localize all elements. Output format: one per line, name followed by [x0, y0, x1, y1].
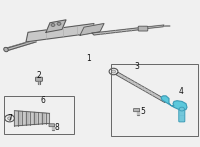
Polygon shape — [14, 111, 18, 126]
FancyBboxPatch shape — [179, 109, 185, 122]
Polygon shape — [116, 72, 167, 103]
Polygon shape — [161, 96, 187, 110]
Polygon shape — [22, 111, 26, 125]
Polygon shape — [38, 81, 40, 84]
Circle shape — [112, 70, 116, 73]
Circle shape — [57, 22, 61, 25]
Text: 8: 8 — [55, 123, 59, 132]
Text: 6: 6 — [41, 96, 45, 105]
FancyBboxPatch shape — [49, 124, 55, 127]
FancyBboxPatch shape — [138, 26, 148, 31]
Ellipse shape — [4, 47, 8, 52]
Polygon shape — [18, 111, 22, 126]
Polygon shape — [46, 113, 49, 124]
Polygon shape — [137, 111, 139, 115]
Polygon shape — [80, 24, 104, 35]
Text: 7: 7 — [8, 114, 12, 123]
Polygon shape — [6, 40, 36, 51]
Polygon shape — [42, 113, 46, 124]
FancyBboxPatch shape — [36, 77, 42, 81]
Text: 3: 3 — [135, 62, 139, 71]
Polygon shape — [52, 126, 54, 130]
Polygon shape — [26, 112, 30, 125]
Polygon shape — [143, 25, 164, 29]
Polygon shape — [34, 112, 38, 125]
Polygon shape — [46, 20, 66, 32]
Text: 4: 4 — [179, 87, 183, 96]
Polygon shape — [38, 112, 42, 124]
Circle shape — [8, 117, 12, 120]
FancyBboxPatch shape — [134, 108, 140, 112]
Bar — [4, 96, 74, 134]
Polygon shape — [26, 24, 94, 42]
Polygon shape — [26, 24, 94, 42]
Text: 2: 2 — [37, 71, 41, 80]
Circle shape — [179, 107, 184, 111]
Bar — [111, 64, 198, 136]
Text: 1: 1 — [87, 54, 91, 63]
Text: 5: 5 — [141, 107, 145, 116]
Polygon shape — [30, 112, 34, 125]
Circle shape — [51, 24, 55, 26]
Polygon shape — [92, 27, 144, 35]
